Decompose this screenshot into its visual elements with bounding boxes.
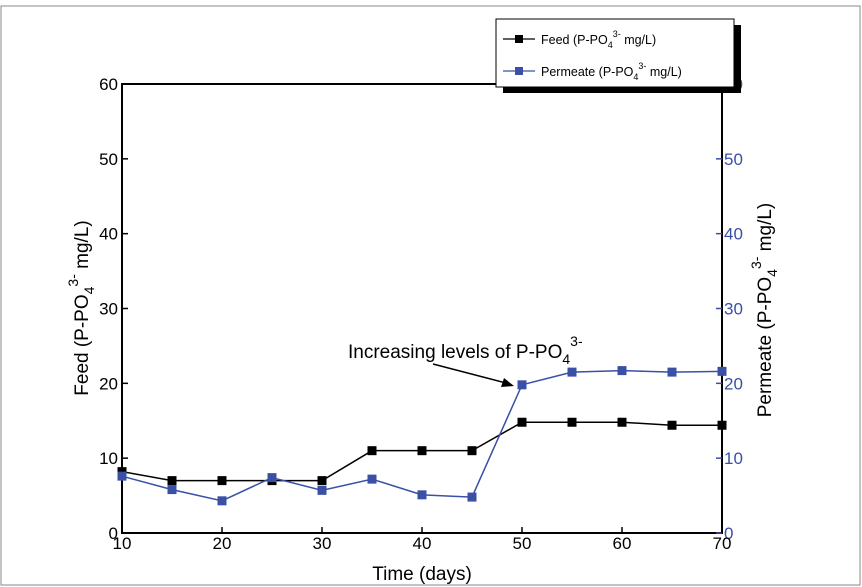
right-tick-label: 50 bbox=[724, 150, 743, 169]
x-tick-label: 10 bbox=[113, 534, 132, 553]
legend-box bbox=[495, 18, 735, 88]
legend-marker-permeate bbox=[515, 67, 523, 75]
data-point-permeate bbox=[667, 367, 677, 377]
data-point-feed bbox=[517, 417, 527, 427]
right-tick-label: 20 bbox=[724, 374, 743, 393]
x-tick-label: 70 bbox=[713, 534, 732, 553]
legend-entry-feed: Feed (P-PO43- mg/L) bbox=[503, 29, 656, 50]
annotation-arrow bbox=[432, 363, 514, 387]
right-tick-label: 0 bbox=[724, 524, 733, 543]
left-tick-label: 60 bbox=[99, 75, 118, 94]
left-tick-label: 10 bbox=[99, 449, 118, 468]
x-tick-label: 50 bbox=[513, 534, 532, 553]
data-point-feed bbox=[317, 476, 327, 486]
left-tick-label: 50 bbox=[99, 150, 118, 169]
x-tick-label: 60 bbox=[613, 534, 632, 553]
data-point-feed bbox=[417, 446, 427, 456]
data-point-feed bbox=[567, 417, 577, 427]
right-tick-label: 40 bbox=[724, 225, 743, 244]
x-axis: 10 20 30 40 50 60 70 bbox=[113, 527, 732, 553]
data-point-permeate bbox=[167, 485, 177, 495]
left-tick-label: 20 bbox=[99, 374, 118, 393]
left-tick-label: 30 bbox=[99, 300, 118, 319]
legend-label-permeate: Permeate (P-PO43- mg/L) bbox=[541, 61, 682, 82]
series-layer bbox=[117, 366, 727, 506]
data-point-permeate bbox=[567, 367, 577, 377]
data-point-permeate bbox=[467, 492, 477, 502]
data-point-permeate bbox=[117, 471, 127, 481]
x-tick-label: 40 bbox=[413, 534, 432, 553]
legend-entry-permeate: Permeate (P-PO43- mg/L) bbox=[503, 61, 682, 82]
plot-area bbox=[121, 83, 723, 534]
data-point-feed bbox=[167, 476, 177, 486]
data-point-feed bbox=[667, 420, 677, 430]
data-point-permeate bbox=[417, 490, 427, 500]
data-point-permeate bbox=[317, 485, 327, 495]
data-point-permeate bbox=[267, 473, 277, 483]
data-point-permeate bbox=[517, 380, 527, 390]
figure-border bbox=[0, 5, 861, 586]
x-axis-title: Time (days) bbox=[372, 564, 472, 585]
left-axis-title: Feed (P-PO43- mg/L) bbox=[65, 220, 97, 395]
data-point-permeate bbox=[217, 496, 227, 506]
left-tick-label: 0 bbox=[109, 524, 118, 543]
annotation-text: Increasing levels of P-PO43- bbox=[348, 333, 583, 367]
legend-marker-feed bbox=[515, 35, 523, 43]
data-point-permeate bbox=[617, 366, 627, 376]
data-point-feed bbox=[367, 446, 377, 456]
left-tick-label: 40 bbox=[99, 225, 118, 244]
legend: Feed (P-PO43- mg/L) Permeate (P-PO43- mg… bbox=[495, 18, 741, 93]
data-point-permeate bbox=[367, 474, 377, 484]
data-point-permeate bbox=[717, 366, 727, 376]
x-tick-label: 20 bbox=[213, 534, 232, 553]
legend-label-feed: Feed (P-PO43- mg/L) bbox=[541, 29, 656, 50]
left-axis: 0 10 20 30 40 50 60 bbox=[99, 75, 128, 543]
right-tick-label: 30 bbox=[724, 300, 743, 319]
right-tick-label: 10 bbox=[724, 449, 743, 468]
right-axis-title: Permeate (P-PO43- mg/L) bbox=[748, 203, 780, 418]
data-point-feed bbox=[617, 417, 627, 427]
x-tick-label: 30 bbox=[313, 534, 332, 553]
data-point-feed bbox=[467, 446, 477, 456]
data-point-feed bbox=[717, 420, 727, 430]
data-point-feed bbox=[217, 476, 227, 486]
